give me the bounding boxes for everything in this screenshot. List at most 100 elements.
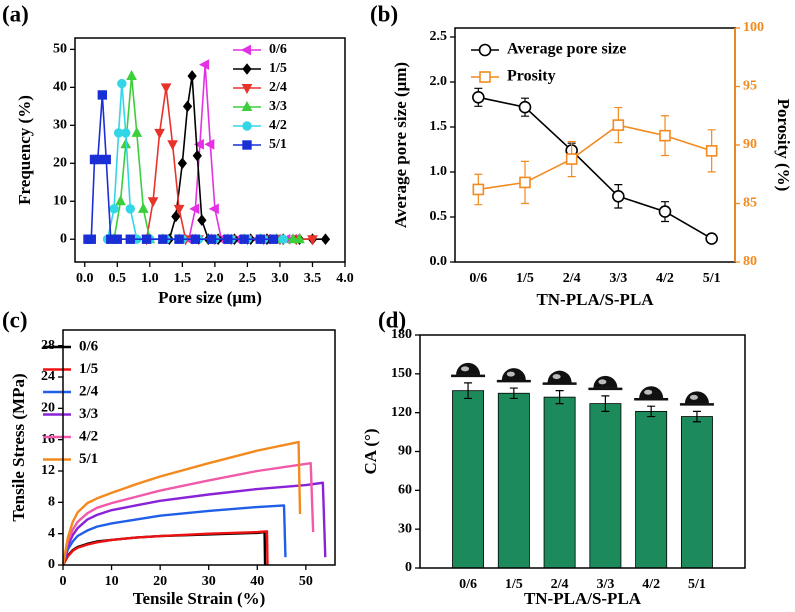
x-axis-label: TN-PLA/S-PLA bbox=[524, 589, 642, 608]
bar bbox=[543, 396, 576, 569]
y2-tick-label: 80 bbox=[743, 254, 757, 269]
marker bbox=[659, 129, 671, 142]
marker bbox=[242, 140, 252, 150]
marker bbox=[565, 153, 578, 165]
marker bbox=[189, 203, 200, 215]
y2-tick-label: 90 bbox=[743, 137, 757, 152]
marker bbox=[255, 234, 266, 244]
y-tick-label: 28 bbox=[41, 338, 55, 353]
error-bar bbox=[601, 395, 610, 412]
x-axis-label: TN-PLA/S-PLA bbox=[536, 290, 654, 309]
y-tick-label: 20 bbox=[41, 401, 55, 416]
x-tick-label: 40 bbox=[250, 574, 264, 589]
marker bbox=[242, 63, 252, 75]
marker bbox=[117, 78, 127, 89]
series-line bbox=[61, 530, 267, 566]
plot-frame bbox=[62, 329, 336, 566]
y-tick-label: 10 bbox=[53, 193, 67, 208]
bar bbox=[497, 392, 530, 569]
x-tick-label: 4.0 bbox=[336, 271, 354, 286]
x-tick-label: 2/4 bbox=[551, 577, 569, 592]
marker bbox=[190, 234, 201, 244]
y-tick-label: 0.0 bbox=[430, 254, 448, 269]
marker bbox=[472, 183, 485, 196]
legend-label: 4/2 bbox=[269, 118, 287, 133]
x-tick-label: 30 bbox=[202, 574, 216, 589]
marker bbox=[612, 190, 625, 203]
y-axis-label: Average pore size (μm) bbox=[391, 62, 410, 228]
legend-label: 5/1 bbox=[79, 451, 98, 467]
x-tick-label: 1/5 bbox=[505, 577, 523, 592]
marker bbox=[206, 234, 217, 244]
marker bbox=[518, 100, 532, 114]
droplet-highlight bbox=[461, 366, 470, 372]
marker bbox=[171, 210, 181, 223]
panel-label: (d) bbox=[378, 307, 406, 332]
marker bbox=[126, 69, 137, 80]
bar bbox=[589, 403, 622, 569]
y-tick-label: 60 bbox=[398, 483, 412, 498]
marker bbox=[239, 234, 249, 244]
marker bbox=[147, 197, 159, 208]
marker bbox=[612, 119, 625, 131]
marker bbox=[705, 145, 718, 157]
marker bbox=[472, 91, 485, 104]
marker bbox=[154, 128, 165, 139]
x-tick-label: 4/2 bbox=[656, 271, 674, 286]
marker bbox=[97, 90, 108, 100]
marker bbox=[125, 234, 136, 244]
marker bbox=[197, 214, 207, 227]
x-tick-label: 5/1 bbox=[688, 577, 706, 592]
marker bbox=[167, 140, 178, 151]
y-tick-label: 2.5 bbox=[430, 29, 448, 44]
panel-label: (a) bbox=[2, 1, 29, 26]
x-tick-label: 0/6 bbox=[469, 271, 487, 286]
marker bbox=[199, 59, 210, 70]
y-tick-label: 20 bbox=[53, 156, 67, 171]
y-tick-label: 30 bbox=[398, 521, 412, 536]
y-tick-label: 0 bbox=[60, 231, 67, 246]
marker bbox=[268, 234, 279, 244]
y-tick-label: 12 bbox=[41, 463, 55, 478]
legend-label: Average pore size bbox=[507, 41, 626, 58]
error-bar bbox=[464, 382, 473, 400]
marker bbox=[158, 234, 168, 244]
x-tick-label: 0 bbox=[60, 574, 67, 589]
x-tick-label: 2/4 bbox=[563, 271, 581, 286]
marker bbox=[115, 195, 126, 206]
y-tick-label: 120 bbox=[391, 405, 412, 420]
marker bbox=[294, 233, 305, 244]
marker bbox=[240, 44, 251, 56]
marker bbox=[519, 176, 531, 189]
panel-label: (c) bbox=[2, 307, 28, 332]
y-tick-label: 180 bbox=[391, 327, 412, 342]
legend-label: 0/6 bbox=[269, 42, 287, 57]
x-tick-label: 50 bbox=[299, 574, 313, 589]
legend-label: 3/3 bbox=[269, 99, 287, 114]
x-tick-label: 1/5 bbox=[516, 271, 534, 286]
y-tick-label: 0 bbox=[405, 560, 412, 575]
y-tick-label: 0 bbox=[48, 557, 55, 572]
legend-label: 5/1 bbox=[269, 137, 287, 152]
droplet-highlight bbox=[506, 371, 515, 377]
legend-label: 0/6 bbox=[79, 338, 99, 354]
x-tick-label: 2.5 bbox=[239, 271, 257, 286]
y-tick-label: 2.0 bbox=[430, 74, 448, 89]
y-tick-label: 0.5 bbox=[430, 209, 448, 224]
droplet-highlight bbox=[552, 374, 561, 380]
marker bbox=[121, 128, 131, 138]
marker bbox=[278, 234, 288, 244]
marker bbox=[287, 233, 299, 244]
x-tick-label: 0/6 bbox=[459, 577, 477, 592]
error-bar bbox=[647, 405, 656, 418]
marker bbox=[479, 71, 491, 83]
y-tick-label: 24 bbox=[41, 369, 55, 384]
legend-label: 3/3 bbox=[79, 406, 98, 422]
y2-tick-label: 100 bbox=[743, 20, 764, 35]
marker bbox=[137, 202, 149, 213]
marker bbox=[192, 149, 202, 162]
x-tick-label: 0.5 bbox=[109, 271, 127, 286]
y2-tick-label: 95 bbox=[743, 79, 757, 94]
marker bbox=[177, 157, 187, 170]
x-tick-label: 10 bbox=[105, 574, 119, 589]
